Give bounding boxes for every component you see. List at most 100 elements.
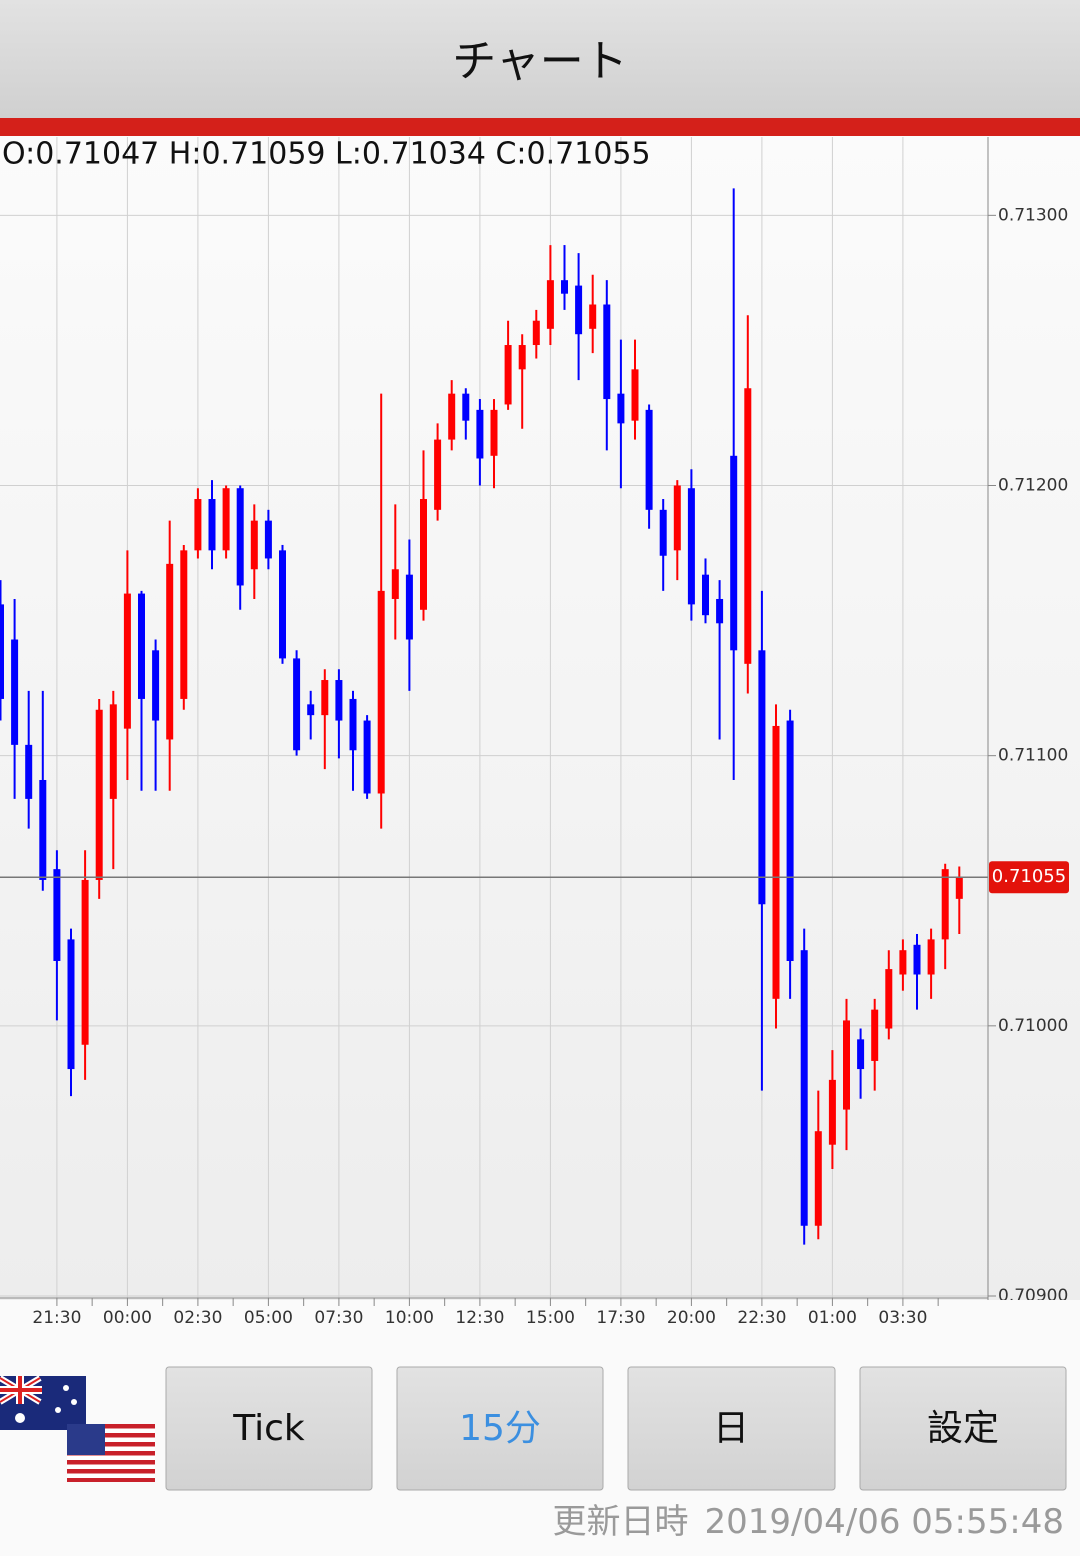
x-tick-label: 20:00 [667, 1308, 716, 1328]
candle-body [673, 485, 681, 551]
candle-body [335, 680, 343, 721]
candle-body [518, 345, 526, 370]
candle-body [349, 698, 357, 751]
button-day[interactable]: 日 [627, 1366, 836, 1491]
candle-body [927, 939, 935, 975]
last-price-box [989, 861, 1069, 894]
candle-body [702, 574, 709, 616]
candle-body [11, 639, 19, 745]
update-label: 更新日時 [553, 1502, 689, 1542]
candle-body [39, 779, 47, 880]
candle-body [532, 320, 540, 346]
candle-body [716, 598, 724, 624]
candle-body [575, 285, 583, 335]
x-tick-label: 15:00 [526, 1308, 575, 1328]
y-tick-label: 0.71300 [998, 205, 1068, 225]
candle-body [800, 950, 808, 1226]
button-label[interactable]: 設定 [927, 1408, 999, 1449]
candle-body [899, 950, 907, 975]
candle-body [955, 877, 963, 899]
candle-body [123, 593, 131, 729]
candle-body [434, 439, 442, 510]
candle-body [730, 455, 738, 651]
candle-body [279, 550, 286, 659]
ohlc-readout: O:0.71047 H:0.71059 L:0.71034 C:0.71055 [2, 137, 651, 172]
y-tick-label: 0.71000 [998, 1016, 1068, 1036]
button-label[interactable]: Tick [232, 1408, 305, 1449]
candle-body [476, 409, 484, 459]
candle-body [307, 704, 315, 716]
x-tick-label: 17:30 [596, 1308, 645, 1328]
candle-body [744, 388, 752, 664]
candle-body [645, 409, 653, 510]
candle-body [659, 509, 667, 556]
flag-icon [0, 1375, 155, 1482]
candle-body [138, 593, 145, 699]
x-tick-label: 00:00 [103, 1308, 152, 1328]
candle-body [180, 550, 188, 699]
candle-body [631, 369, 639, 421]
candle-body [603, 304, 611, 400]
candle-body [504, 345, 512, 405]
candle-body [857, 1039, 865, 1070]
candle-body [772, 725, 780, 999]
plot: 0.70900 0.71000 0.71100 0.71200 0.71300 0.710… [0, 137, 1069, 1306]
candle-body [236, 488, 244, 586]
candle-body [814, 1131, 822, 1226]
button-label[interactable]: 日 [713, 1408, 749, 1449]
y-tick-label: 0.71200 [998, 476, 1068, 496]
y-tick-label: 0.71100 [998, 746, 1068, 766]
candle-body [758, 650, 766, 905]
x-tick-label: 07:30 [314, 1308, 363, 1328]
x-tick-label: 21:30 [32, 1308, 81, 1328]
x-tick-label: 01:00 [808, 1308, 857, 1328]
y-tick-label: 0.70900 [998, 1286, 1068, 1306]
candle-body [166, 563, 174, 740]
candle-body [420, 499, 427, 610]
candle-body [250, 520, 258, 570]
candle-body [222, 488, 230, 551]
candle-body [363, 720, 371, 794]
candle-body [67, 939, 75, 1070]
candle-body [264, 520, 272, 559]
candle-body [0, 604, 4, 699]
candle-body [490, 409, 498, 456]
header-bar [0, 0, 1080, 118]
candle-body [293, 658, 301, 751]
button-settings[interactable]: 設定 [859, 1366, 1067, 1491]
candle-body [194, 499, 202, 551]
accent-bar [0, 118, 1080, 136]
button-label[interactable]: 15分 [459, 1408, 541, 1449]
candle-body [687, 488, 695, 605]
candle-body [95, 709, 103, 880]
x-tick-label: 02:30 [173, 1308, 222, 1328]
candle-body [152, 650, 160, 721]
candle-body [377, 590, 385, 794]
candle-body [561, 280, 568, 294]
candle-body [53, 869, 61, 961]
x-tick-label: 12:30 [455, 1308, 504, 1328]
candle-body [786, 720, 794, 961]
candle-body [25, 744, 33, 799]
x-tick-label: 03:30 [878, 1308, 927, 1328]
candle-body [321, 680, 329, 716]
button-tick[interactable]: Tick [165, 1366, 373, 1491]
candle-body [391, 569, 399, 599]
candle-body [81, 879, 89, 1045]
x-tick-label: 10:00 [385, 1308, 434, 1328]
candle-body [405, 574, 413, 640]
candle-body [913, 944, 921, 975]
candle-body [589, 304, 597, 329]
candle-body [941, 869, 949, 940]
candle-body [828, 1079, 836, 1145]
candle-body [462, 393, 470, 421]
candle-body [617, 393, 625, 424]
x-axis: 21:30 00:00 02:30 05:00 07:30 10:00 12:30 15:00… [32, 1298, 939, 1328]
update-timestamp: 2019/04/06 05:55:48 [705, 1502, 1064, 1542]
header-title: チャート [452, 36, 628, 87]
candle-body [448, 393, 456, 440]
button-15min[interactable]: 15分 [396, 1366, 604, 1491]
x-tick-label: 22:30 [737, 1308, 786, 1328]
plot-background [0, 136, 1080, 1300]
